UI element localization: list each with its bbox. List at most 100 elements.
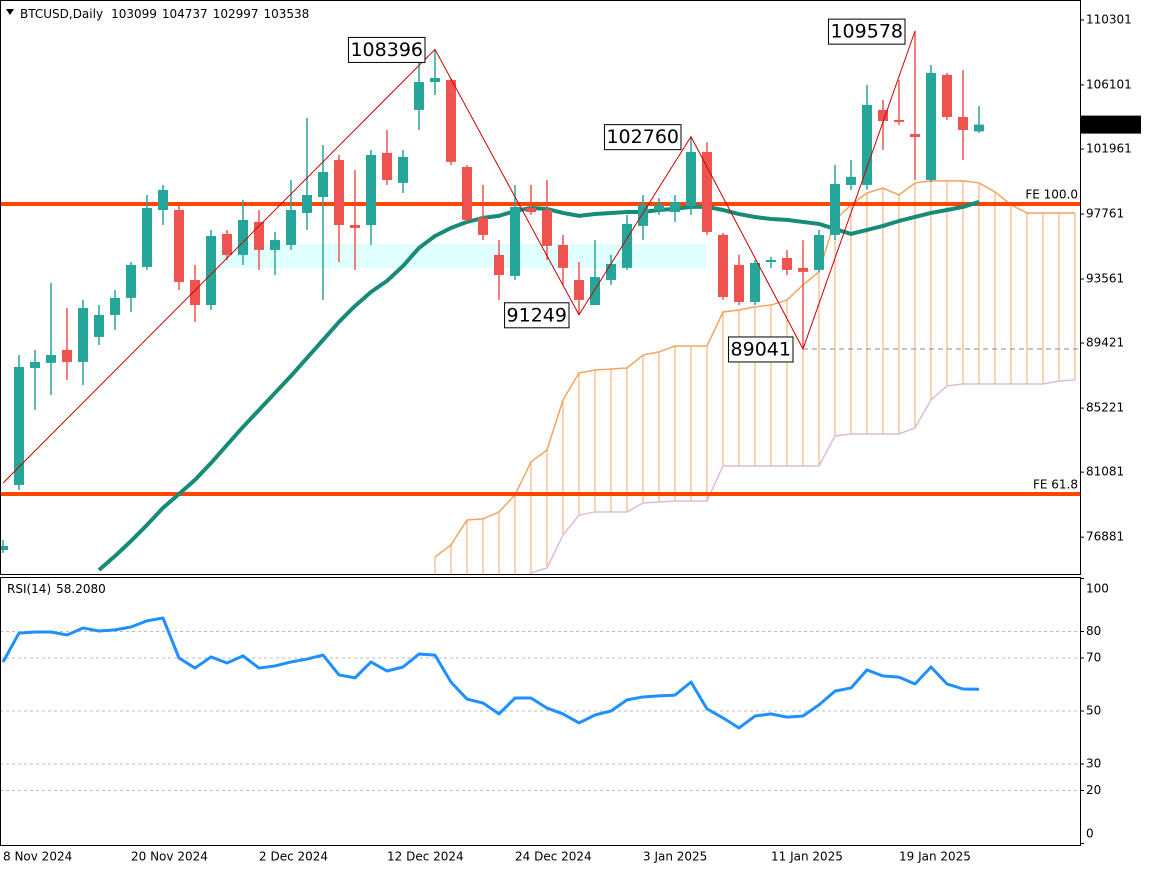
current-price-box	[1081, 115, 1141, 134]
candle-body	[974, 124, 984, 132]
candle-body	[366, 154, 376, 226]
rsi-tick-label: 80	[1086, 624, 1101, 638]
candle-body	[78, 307, 88, 362]
candle-body	[350, 225, 360, 228]
candle-body	[622, 223, 632, 268]
menu-arrow[interactable]	[6, 9, 14, 15]
x-tick-label: 2 Dec 2024	[259, 850, 328, 864]
x-tick-label: 3 Jan 2025	[643, 850, 707, 864]
zigzag-label: 102760	[606, 126, 679, 148]
candle-body	[414, 82, 424, 110]
candle-body	[478, 217, 488, 235]
candle-body	[174, 210, 184, 282]
candle-body	[782, 257, 792, 270]
candle-body	[494, 254, 504, 276]
candle-body	[878, 109, 888, 122]
candle-body	[46, 355, 56, 363]
rsi-tick-label: 100	[1086, 582, 1109, 596]
header-open: 103099	[111, 7, 157, 21]
rsi-current: 58.2080	[56, 582, 106, 596]
candle-body	[718, 234, 728, 297]
candle-body	[30, 361, 40, 369]
zigzag	[2, 30, 916, 484]
zigzag-label-box	[728, 336, 794, 363]
candle-body	[270, 240, 280, 250]
candle-body	[654, 204, 664, 211]
rsi-line	[1, 616, 980, 730]
y-tick-label: 93561	[1086, 272, 1124, 286]
candle-body	[334, 160, 344, 226]
cloud-span-a	[434, 180, 1075, 558]
candle-body	[798, 267, 808, 272]
y-tick-label: 81081	[1086, 465, 1124, 479]
candle-body	[766, 259, 776, 263]
rsi-panel	[0, 616, 1080, 791]
candle-body	[190, 279, 200, 306]
candle-body	[846, 176, 856, 185]
candle-body	[702, 151, 712, 232]
candle-body	[302, 194, 312, 213]
overlay: 110301 106101 101961 97761 93561 89421 85221 81…	[3, 12, 1141, 864]
candle-body	[942, 74, 952, 117]
candle-body	[462, 166, 472, 220]
zigzag-label: 89041	[731, 338, 791, 360]
zigzag-label-box	[827, 18, 906, 45]
candle-body	[14, 366, 24, 486]
cloud-span-b	[528, 379, 1076, 574]
y-tick-label: 76881	[1086, 530, 1124, 544]
rsi-tick-label: 70	[1086, 651, 1101, 665]
symbol: BTCUSD,Daily	[20, 7, 103, 21]
candle-body	[958, 116, 968, 130]
candle-body	[606, 264, 616, 280]
price-panel	[0, 30, 1080, 574]
candle-body	[862, 104, 872, 185]
candle-body	[750, 262, 760, 302]
rsi-tick-label: 50	[1086, 704, 1101, 718]
candle-body	[254, 221, 264, 250]
zigzag-label-box	[347, 36, 426, 63]
candle-body	[398, 156, 408, 183]
candle-body	[126, 264, 136, 298]
x-tick-label: 19 Jan 2025	[899, 850, 971, 864]
fe-label: FE 100.0	[1025, 187, 1078, 201]
x-tick-label: 20 Nov 2024	[131, 850, 208, 864]
candle-body	[814, 234, 824, 270]
zigzag-label: 91249	[507, 304, 567, 326]
rsi-tick-label: 0	[1086, 827, 1094, 841]
candle-body	[574, 279, 584, 300]
candle-body	[526, 207, 536, 213]
candle-body	[910, 134, 920, 137]
candle-body	[638, 204, 648, 226]
x-tick-label: 12 Dec 2024	[387, 850, 464, 864]
x-tick-label: 24 Dec 2024	[515, 850, 592, 864]
rsi-tick-label: 20	[1086, 783, 1101, 797]
x-tick-label: 8 Nov 2024	[3, 850, 72, 864]
candle-body	[222, 233, 232, 255]
candle-body	[142, 207, 152, 267]
price-panel-border	[0, 0, 1081, 575]
candle-body	[0, 545, 8, 551]
candle-body	[94, 314, 104, 337]
current-price-label: 103538	[1085, 118, 1131, 132]
rsi-title: RSI(14)	[7, 582, 51, 596]
candle-body	[446, 80, 456, 162]
candle-body	[590, 277, 600, 306]
candle-body	[542, 210, 552, 246]
zigzag-label: 108396	[350, 39, 423, 61]
fe-label: FE 61.8	[1033, 477, 1078, 491]
candle-body	[110, 297, 120, 315]
candle-body	[686, 151, 696, 206]
y-tick-label: 97761	[1086, 207, 1124, 221]
candle-body	[158, 189, 168, 211]
y-tick-label: 85221	[1086, 401, 1124, 415]
candle-body	[830, 184, 840, 235]
candle-body	[286, 210, 296, 245]
header-low: 102997	[213, 7, 259, 21]
candle-body	[894, 119, 904, 122]
zigzag-label-box	[603, 124, 682, 151]
header-high: 104737	[162, 7, 208, 21]
candle-body	[318, 171, 328, 198]
x-tick-label: 11 Jan 2025	[771, 850, 843, 864]
